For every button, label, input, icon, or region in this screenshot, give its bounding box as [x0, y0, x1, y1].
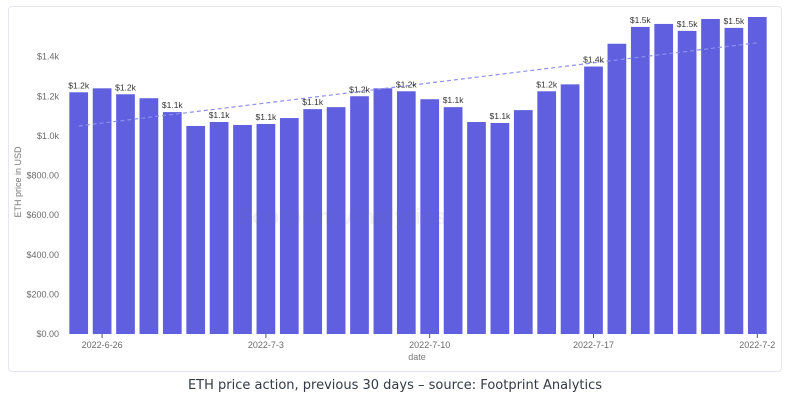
bar [560, 84, 580, 334]
data-label: $1.1k [490, 111, 512, 121]
bar [724, 27, 744, 334]
bar [630, 26, 650, 334]
y-axis: $0.00 $200.00 $400.00 $600.00 $800.00 $1.0k $1… [26, 52, 59, 339]
data-label: $1.4k [583, 55, 605, 65]
bar [747, 17, 767, 334]
data-label: $1.5k [677, 19, 699, 29]
y-tick-label: $800.00 [26, 171, 59, 181]
bar [256, 123, 276, 334]
bar [654, 23, 674, 334]
y-tick-label: $0.00 [36, 329, 59, 339]
data-labels: $1.2k $1.2k $1.1k $1.1k $1.1k $1.1k $1.2k $1.2k… [68, 15, 745, 122]
chart-card: $0.00 $200.00 $400.00 $600.00 $800.00 $1.0k $1… [8, 6, 782, 372]
bar [186, 125, 206, 334]
bar [233, 124, 252, 335]
bar [677, 30, 697, 335]
bar [373, 88, 393, 334]
y-tick-label: $1.2k [37, 91, 60, 101]
bars [69, 17, 767, 335]
data-label: $1.2k [115, 82, 137, 92]
x-tick-label: 2022-7-17 [573, 340, 614, 350]
chart-caption: ETH price action, previous 30 days – sou… [187, 378, 603, 393]
bar [69, 92, 89, 334]
data-label: $1.2k [536, 79, 558, 89]
bar [396, 91, 416, 334]
y-tick-label: $1.4k [37, 52, 60, 62]
x-tick-label: 2022-6-26 [82, 340, 123, 350]
bar [92, 88, 112, 334]
data-label: $1.1k [256, 112, 278, 122]
bar [701, 18, 720, 334]
watermark-text: Footprint Analytics [238, 204, 448, 229]
bar [584, 66, 603, 334]
data-label: $1.5k [630, 15, 652, 25]
data-label: $1.1k [443, 95, 465, 105]
x-tick-label: 2022-7-2 [739, 340, 775, 350]
bar [303, 109, 323, 334]
bar [116, 94, 135, 334]
bar [467, 122, 486, 334]
data-label: $1.1k [209, 110, 231, 120]
data-label: $1.1k [162, 100, 184, 110]
data-label: $1.2k [349, 84, 371, 94]
bar [350, 96, 369, 334]
bar [443, 107, 463, 334]
y-tick-label: $1.0k [37, 131, 60, 141]
bar [490, 122, 510, 334]
bar [279, 118, 299, 334]
data-label: $1.1k [302, 97, 324, 107]
bar [162, 112, 182, 334]
y-axis-title: ETH price in USD [13, 146, 23, 218]
bar [139, 98, 159, 334]
x-tick-label: 2022-7-3 [248, 340, 284, 350]
bar [537, 91, 557, 334]
eth-price-bar-chart: $0.00 $200.00 $400.00 $600.00 $800.00 $1.0k $1… [13, 15, 775, 362]
y-tick-label: $400.00 [26, 250, 59, 260]
bar [420, 99, 440, 334]
x-axis: 2022-6-26 2022-7-3 2022-7-10 2022-7-17 2022-… [82, 334, 775, 350]
y-tick-label: $200.00 [26, 289, 59, 299]
y-tick-label: $600.00 [26, 210, 59, 220]
bar [326, 107, 346, 334]
data-label: $1.2k [68, 80, 90, 90]
trendline [78, 42, 758, 127]
trendline-path [78, 42, 758, 127]
data-label: $1.2k [396, 79, 418, 89]
bar [607, 43, 627, 334]
bar [513, 110, 533, 335]
x-axis-title: date [408, 352, 426, 362]
x-tick-label: 2022-7-10 [409, 340, 450, 350]
bar [209, 122, 229, 334]
data-label: $1.5k [724, 16, 746, 26]
